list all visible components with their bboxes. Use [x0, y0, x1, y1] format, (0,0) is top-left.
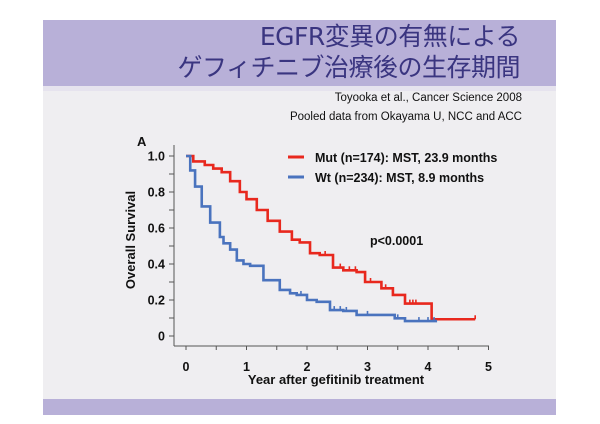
- citation-line-1: Toyooka et al., Cancer Science 2008: [334, 92, 522, 104]
- y-tick-label: 0.4: [148, 258, 165, 272]
- title-line-1: EGFR変異の有無による: [259, 22, 521, 51]
- survival-curves: [186, 154, 476, 323]
- y-ticks: 0 0.2 0.4 0.6 0.8 1.0: [148, 150, 174, 344]
- y-tick-label: 1.0: [148, 150, 165, 164]
- y-tick-label: 0.6: [148, 222, 165, 236]
- y-tick-label: 0.2: [148, 294, 165, 308]
- x-tick-label: 3: [364, 360, 371, 374]
- x-tick-label: 5: [485, 360, 492, 374]
- x-tick-label: 1: [243, 360, 250, 374]
- legend: Mut (n=174): MST, 23.9 months Wt (n=234)…: [288, 151, 497, 185]
- legend-label-mut: Mut (n=174): MST, 23.9 months: [315, 151, 497, 165]
- survival-curve-wt: [186, 154, 438, 323]
- panel-label: A: [137, 134, 147, 149]
- citation-line-2: Pooled data from Okayama U, NCC and ACC: [289, 111, 522, 123]
- footer-band: [43, 399, 556, 415]
- slide-title: EGFR変異の有無による ゲフィチニブ治療後の生存期間: [177, 21, 520, 83]
- x-tick-label: 0: [183, 360, 190, 374]
- legend-label-wt: Wt (n=234): MST, 8.9 months: [315, 171, 484, 185]
- x-axis-label: Year after gefitinib treatment: [248, 372, 425, 387]
- x-ticks: 0 1 2 3 4 5: [183, 346, 492, 374]
- header-divider: [43, 86, 556, 91]
- y-axis-label: Overall Survival: [123, 191, 138, 289]
- y-tick-label: 0: [158, 330, 165, 344]
- x-tick-label: 4: [425, 360, 432, 374]
- x-tick-label: 2: [304, 360, 311, 374]
- survival-curve-mut: [186, 154, 476, 321]
- y-tick-label: 0.8: [148, 186, 165, 200]
- header-band: [43, 20, 556, 86]
- title-line-2: ゲフィチニブ治療後の生存期間: [177, 53, 520, 82]
- p-value-annotation: p<0.0001: [370, 234, 423, 248]
